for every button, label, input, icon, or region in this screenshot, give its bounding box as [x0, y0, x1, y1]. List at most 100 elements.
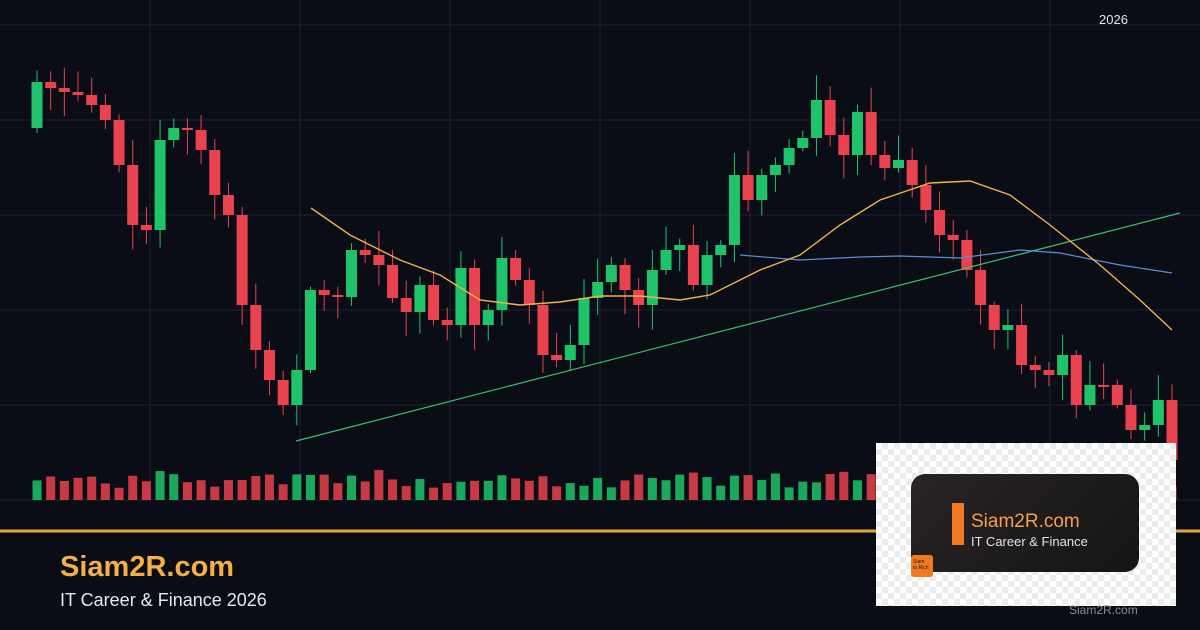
candle-body — [263, 350, 275, 380]
candle-body — [58, 88, 70, 92]
volume-bar — [114, 487, 124, 500]
candle-body — [1070, 355, 1082, 405]
volume-bar — [483, 480, 493, 500]
candles — [31, 67, 1178, 472]
volume-bar — [292, 474, 302, 500]
volume-bar — [169, 474, 179, 500]
candle-body — [961, 240, 973, 270]
volume-bar — [593, 477, 603, 500]
volume-bar — [647, 477, 657, 500]
candle-body — [332, 295, 344, 297]
volume-bar — [702, 477, 712, 500]
volume-bar — [374, 470, 384, 500]
volume-bar — [811, 482, 821, 500]
volume-bar — [251, 476, 261, 500]
candle-body — [947, 235, 959, 240]
volume-bar — [73, 477, 83, 500]
candle-body — [1139, 425, 1151, 430]
candle-body — [756, 175, 768, 200]
card-accent — [952, 503, 964, 545]
candle-body — [1098, 385, 1110, 387]
candle-body — [646, 270, 658, 305]
candle-body — [1111, 385, 1123, 405]
watermark: Siam2R.com — [1069, 603, 1138, 617]
volume-bar — [46, 476, 56, 500]
trend-line — [295, 212, 1181, 442]
volume-bar — [32, 480, 42, 500]
candle-body — [578, 298, 590, 345]
candle-body — [715, 245, 727, 255]
brand-title: Siam2R.com — [60, 551, 235, 583]
candle-body — [181, 128, 193, 130]
card-title: Siam2R.com — [971, 511, 1080, 532]
volume-bar — [182, 482, 192, 500]
volume-bar — [825, 474, 835, 500]
candle-body — [304, 290, 316, 370]
candle-body — [510, 258, 522, 280]
volume-bar — [210, 486, 220, 500]
candle-body — [45, 82, 57, 88]
volume-bar — [360, 481, 370, 500]
volume-bar — [388, 479, 398, 500]
candle-body — [537, 305, 549, 355]
volume-bar — [866, 474, 876, 500]
volume-bar — [429, 487, 439, 500]
candle-body — [1029, 365, 1041, 370]
volume-bar — [716, 485, 726, 500]
volume-bar — [852, 480, 862, 500]
candle-body — [195, 130, 207, 150]
candle-body — [810, 100, 822, 138]
volume-bar — [100, 483, 110, 500]
volume-bar — [579, 485, 589, 500]
brand-card: Siam2R.com IT Career & Finance — [911, 474, 1139, 572]
volume-bar — [565, 483, 575, 500]
candle-body — [551, 355, 563, 360]
candle-body — [209, 150, 221, 195]
volume-bar — [264, 474, 274, 500]
candle-body — [1084, 385, 1096, 405]
logo: Siam to Rich — [911, 555, 933, 577]
candle-body — [31, 82, 43, 128]
candle-body — [373, 255, 385, 265]
candle-body — [975, 270, 987, 305]
candle-body — [934, 210, 946, 235]
volume-bar — [442, 483, 452, 500]
year-label: 2026 — [1099, 12, 1128, 27]
volume-bar — [196, 480, 206, 500]
candle-body — [920, 185, 932, 210]
candle-body — [728, 175, 740, 245]
brand-subtitle: IT Career & Finance 2026 — [60, 590, 267, 610]
volume-bar — [333, 483, 343, 500]
candle-body — [660, 250, 672, 270]
candle-body — [496, 258, 508, 310]
candle-body — [72, 92, 84, 95]
volume-bar — [675, 474, 685, 500]
candle-body — [1152, 400, 1164, 425]
candle-body — [441, 320, 453, 325]
candle-body — [619, 265, 631, 290]
candle-body — [605, 265, 617, 282]
volume-bar — [237, 480, 247, 500]
candle-body — [482, 310, 494, 325]
volume-bar — [839, 471, 849, 500]
volume-bar — [784, 487, 794, 500]
candle-body — [113, 120, 125, 165]
candle-body — [154, 140, 166, 230]
candle-body — [674, 245, 686, 250]
volume-bar — [524, 480, 534, 500]
volume-bar — [470, 480, 480, 500]
candle-body — [1057, 355, 1069, 375]
candle-body — [1002, 325, 1014, 330]
volume-bar — [415, 478, 425, 500]
candle-body — [783, 148, 795, 165]
candle-body — [250, 305, 262, 350]
candle-body — [824, 100, 836, 135]
candle-body — [168, 128, 180, 140]
volume-bar — [757, 479, 767, 500]
candle-body — [400, 298, 412, 312]
candle-body — [99, 105, 111, 120]
candle-body — [633, 290, 645, 305]
volume-bar — [497, 475, 507, 500]
volume-bar — [347, 475, 357, 500]
